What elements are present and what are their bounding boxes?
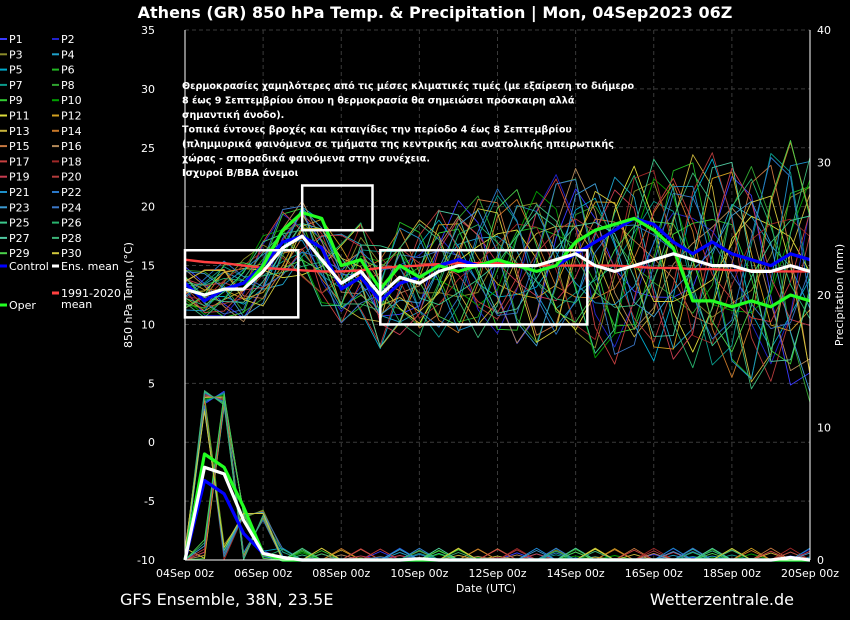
legend-entry: P7 bbox=[9, 79, 23, 92]
ensemble-member-line bbox=[184, 170, 811, 345]
annotation-line: Ισχυροί Β/ΒΒΑ άνεμοι bbox=[182, 167, 299, 179]
legend-entry: P20 bbox=[61, 171, 82, 184]
legend-entry: P24 bbox=[61, 201, 82, 214]
legend: P1 P2 P3 P4 P5 P6 P7 P8 P9 P10 P11 P12 P13 P14 P15 P16 P… bbox=[0, 33, 121, 312]
y-tick-label: 5 bbox=[148, 377, 155, 390]
y-tick-label: 10 bbox=[141, 318, 155, 331]
legend-entry: P4 bbox=[61, 48, 75, 61]
y2-axis-label: Precipitation (mm) bbox=[833, 244, 846, 346]
x-tick-label: 12Sep 00z bbox=[469, 567, 527, 580]
legend-entry: P15 bbox=[9, 140, 30, 153]
legend-entry: P10 bbox=[61, 94, 82, 107]
ensemble-member-line bbox=[184, 190, 811, 374]
y2-tick-label: 40 bbox=[817, 24, 831, 37]
y-tick-label: 25 bbox=[141, 142, 155, 155]
y2-tick-label: 30 bbox=[817, 157, 831, 170]
x-tick-label: 04Sep 00z bbox=[156, 567, 214, 580]
legend-entry: P16 bbox=[61, 140, 82, 153]
legend-entry: P17 bbox=[9, 155, 30, 168]
chart-title: Athens (GR) 850 hPa Temp. & Precipitatio… bbox=[138, 3, 733, 23]
annotation-line: Τοπικά έντονες βροχές και καταιγίδες την… bbox=[182, 124, 572, 136]
ensemble-member-line bbox=[184, 183, 811, 393]
legend-entry: P13 bbox=[9, 125, 30, 138]
ensemble-member-line bbox=[184, 161, 811, 362]
legend-entry: P1 bbox=[9, 33, 23, 46]
ensemble-member-line bbox=[184, 171, 811, 350]
legend-entry: P19 bbox=[9, 171, 30, 184]
series-line bbox=[184, 234, 811, 297]
series-line bbox=[184, 211, 811, 309]
highlight-box bbox=[379, 248, 589, 326]
legend-entry: mean bbox=[61, 298, 92, 311]
x-tick-label: 16Sep 00z bbox=[625, 567, 683, 580]
y-tick-label: 35 bbox=[141, 24, 155, 37]
legend-entry: P14 bbox=[61, 125, 82, 138]
legend-entry: P29 bbox=[9, 247, 30, 260]
ensemble-member-line bbox=[184, 157, 811, 390]
legend-entry: P6 bbox=[61, 64, 75, 77]
series-line bbox=[184, 258, 810, 273]
footer-source: Wetterzentrale.de bbox=[650, 590, 794, 609]
ensemble-member-line bbox=[184, 178, 811, 365]
x-tick-label: 08Sep 00z bbox=[312, 567, 370, 580]
ensemble-member-line bbox=[184, 175, 811, 386]
y2-tick-label: 0 bbox=[817, 554, 824, 567]
y-tick-label: 30 bbox=[141, 83, 155, 96]
annotation-line: Θερμοκρασίες χαμηλότερες από τις μέσες κ… bbox=[182, 80, 635, 92]
x-axis-label: Date (UTC) bbox=[456, 582, 516, 595]
legend-entry: Ens. mean bbox=[61, 260, 119, 273]
ensemble-member-line bbox=[184, 165, 811, 353]
legend-entry: P2 bbox=[61, 33, 75, 46]
legend-entry: P9 bbox=[9, 94, 23, 107]
y2-tick-label: 10 bbox=[817, 422, 831, 435]
legend-entry: P11 bbox=[9, 110, 30, 123]
annotation-line: 8 έως 9 Σεπτεμβρίου όπου η θερμοκρασία θ… bbox=[182, 95, 575, 107]
legend-entry: P12 bbox=[61, 110, 82, 123]
legend-entry: P8 bbox=[61, 79, 75, 92]
y-tick-label: 15 bbox=[141, 260, 155, 273]
legend-entry: 1991-2020 bbox=[61, 287, 121, 300]
annotation-line: (πλημμυρικά φαινόμενα σε τμήματα της κεν… bbox=[182, 138, 614, 150]
x-tick-label: 20Sep 00z bbox=[781, 567, 839, 580]
ensemble-member-line bbox=[184, 176, 811, 349]
legend-entry: P30 bbox=[61, 247, 82, 260]
legend-entry: P27 bbox=[9, 232, 30, 245]
legend-entry: P23 bbox=[9, 201, 30, 214]
x-tick-label: 18Sep 00z bbox=[703, 567, 761, 580]
footer-model-info: GFS Ensemble, 38N, 23.5E bbox=[120, 590, 333, 609]
annotation-text: Θερμοκρασίες χαμηλότερες από τις μέσες κ… bbox=[182, 80, 635, 179]
x-tick-label: 06Sep 00z bbox=[234, 567, 292, 580]
legend-entry: P21 bbox=[9, 186, 30, 199]
annotation-line: σημαντική άνοδο). bbox=[182, 109, 284, 121]
y2-tick-label: 20 bbox=[817, 289, 831, 302]
legend-entry: P25 bbox=[9, 217, 30, 230]
ensemble-member-line bbox=[184, 162, 811, 379]
legend-entry: P28 bbox=[61, 232, 82, 245]
y-tick-label: 20 bbox=[141, 201, 155, 214]
legend-entry: Control bbox=[9, 260, 49, 273]
y-tick-label: -5 bbox=[144, 495, 155, 508]
annotation-line: χώρας - σποραδικά φαινόμενα στην συνέχει… bbox=[182, 153, 430, 165]
ensemble-member-line bbox=[184, 181, 811, 349]
y-tick-label: -10 bbox=[137, 554, 155, 567]
x-tick-label: 10Sep 00z bbox=[390, 567, 448, 580]
ensemble-member-line bbox=[184, 167, 811, 372]
axes: -10 -5 0 5 10 15 20 25 30 35 0 10 20 30 40 04Sep 00z 06S… bbox=[137, 24, 839, 580]
ensemble-member-line bbox=[184, 141, 811, 378]
highlight-box bbox=[300, 184, 374, 232]
legend-entry: P3 bbox=[9, 48, 23, 61]
legend-entry: P18 bbox=[61, 155, 82, 168]
y-axis-label: 850 hPa Temp. (°C) bbox=[122, 242, 135, 348]
ensemble-member-line bbox=[184, 179, 811, 355]
legend-entry: P22 bbox=[61, 186, 82, 199]
ensemble-member-line bbox=[184, 152, 811, 382]
y-tick-label: 0 bbox=[148, 436, 155, 449]
legend-entry: P5 bbox=[9, 64, 23, 77]
x-tick-label: 14Sep 00z bbox=[547, 567, 605, 580]
legend-entry: Oper bbox=[9, 299, 36, 312]
legend-entry: P26 bbox=[61, 217, 82, 230]
